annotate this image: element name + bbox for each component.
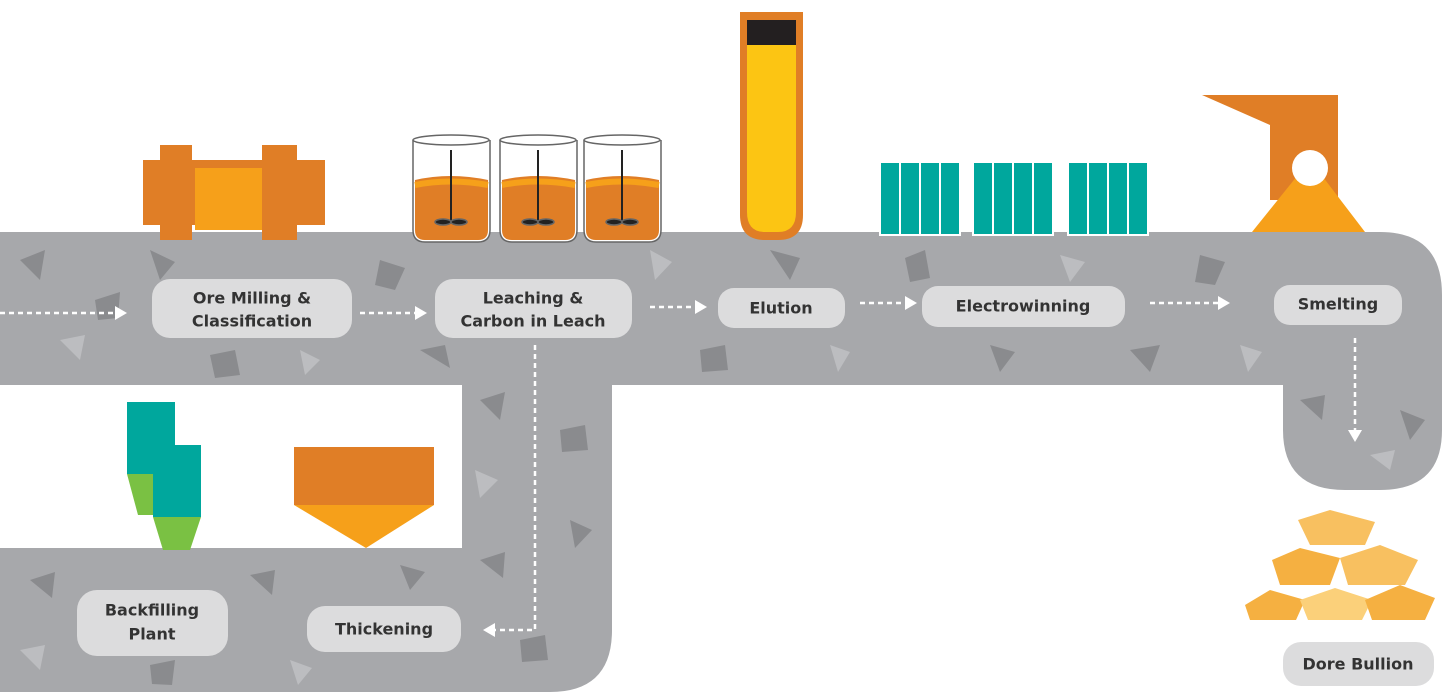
gold-bars-icon-part xyxy=(1298,510,1375,545)
step-label: Leaching & xyxy=(483,289,584,308)
step-label: Carbon in Leach xyxy=(461,312,606,331)
step-electrowinning: Electrowinning xyxy=(922,286,1125,327)
step-label: Ore Milling & xyxy=(193,289,311,308)
gold-bars-icon-part xyxy=(1340,545,1418,585)
electrowinning-cells-icon-part xyxy=(1033,162,1053,235)
step-backfilling: Backfilling Plant xyxy=(77,590,228,656)
thickener-icon-part xyxy=(294,505,434,548)
thickener-icon xyxy=(294,447,434,548)
leach-tanks-icon-part xyxy=(451,219,467,225)
electrowinning-cells-icon-part xyxy=(1088,162,1108,235)
step-smelting: Smelting xyxy=(1274,285,1402,325)
electrowinning-cells-icon-part xyxy=(1068,162,1088,235)
electrowinning-cells-icon-part xyxy=(973,162,993,235)
backfill-plant-icon xyxy=(127,402,201,550)
electrowinning-cells-icon-part xyxy=(920,162,940,235)
step-label: Classification xyxy=(192,312,312,331)
electrowinning-cells-icon-part xyxy=(900,162,920,235)
step-ore-milling: Ore Milling & Classification xyxy=(152,279,352,338)
leach-tanks-icon-part xyxy=(522,219,538,225)
electrowinning-cells-icon-part xyxy=(993,162,1013,235)
electrowinning-cells-icon-part xyxy=(880,162,900,235)
step-label: Plant xyxy=(128,625,175,644)
gold-bars-icon-part xyxy=(1272,548,1340,585)
step-dore-bullion: Dore Bullion xyxy=(1283,642,1434,686)
leach-tanks-icon-part xyxy=(538,219,554,225)
mill-icon-part xyxy=(262,145,297,240)
step-label: Electrowinning xyxy=(956,297,1091,316)
backfill-plant-icon-part xyxy=(153,445,201,517)
thickener-icon-part xyxy=(294,447,434,505)
step-label: Smelting xyxy=(1298,295,1379,314)
leach-tanks-icon-part xyxy=(606,219,622,225)
gold-bars-icon-part xyxy=(1365,585,1435,620)
leach-tanks-icon-part xyxy=(435,219,451,225)
electrowinning-cells-icon-part xyxy=(1013,162,1033,235)
backfill-plant-icon-part xyxy=(153,517,201,550)
gold-bars-icon-part xyxy=(1300,588,1372,620)
elution-column-icon xyxy=(740,12,803,240)
step-label: Thickening xyxy=(335,620,433,639)
step-label: Dore Bullion xyxy=(1302,655,1413,674)
elution-column-icon-part xyxy=(747,45,796,232)
page: {"nodes": [ {"lines": ["Ore Milling &", … xyxy=(0,0,1442,695)
mill-icon-part xyxy=(297,175,325,225)
smelter-icon xyxy=(1202,95,1365,232)
electrowinning-cells-icon xyxy=(880,162,1148,235)
mill-icon-part xyxy=(160,145,192,240)
stones-part xyxy=(210,350,240,378)
step-label: Backfilling xyxy=(105,601,199,620)
process-diagram: Ore Milling & Classification Leaching & … xyxy=(0,0,1442,695)
mill-icon xyxy=(143,145,325,240)
electrowinning-cells-icon-part xyxy=(940,162,960,235)
step-elution: Elution xyxy=(718,288,845,328)
step-label: Elution xyxy=(749,299,812,318)
gold-bars-icon xyxy=(1245,510,1435,620)
gold-bars-icon-part xyxy=(1245,590,1305,620)
smelter-icon-part xyxy=(1292,150,1328,186)
step-thickening: Thickening xyxy=(307,606,461,652)
leach-tanks-icon-part xyxy=(622,219,638,225)
elution-column-icon-part xyxy=(747,20,796,45)
electrowinning-cells-icon-part xyxy=(1128,162,1148,235)
mill-icon-part xyxy=(195,168,265,230)
electrowinning-cells-icon-part xyxy=(1108,162,1128,235)
leach-tanks-icon xyxy=(413,135,661,242)
step-leaching: Leaching & Carbon in Leach xyxy=(435,279,632,338)
